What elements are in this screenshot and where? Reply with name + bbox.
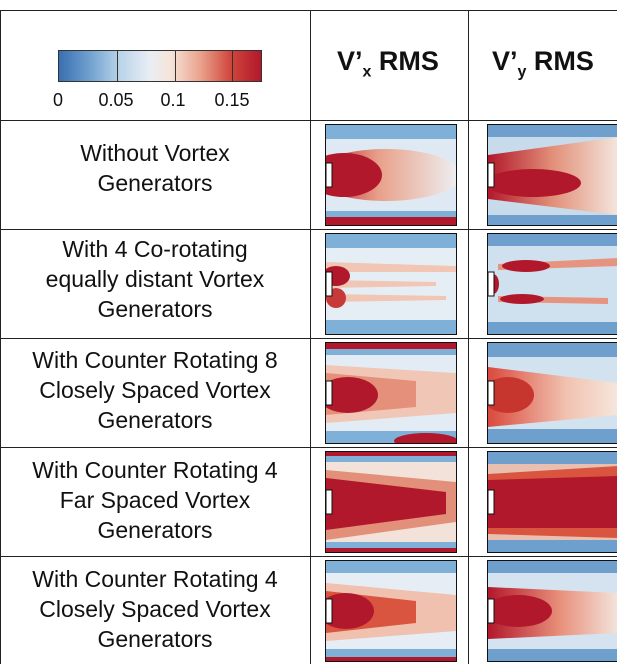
header-suffix: RMS — [526, 46, 594, 76]
colorbar-divider — [232, 51, 233, 81]
column-divider-1 — [310, 10, 311, 664]
row-label-line: Generators — [97, 517, 213, 543]
header-main: V’ — [492, 46, 518, 76]
colorbar-tick-label: 0.05 — [98, 90, 134, 110]
row-label-3: With Counter Rotating 8 Closely Spaced V… — [0, 345, 310, 435]
row-label-line: Generators — [97, 170, 213, 196]
row-label-line: equally distant Vortex — [45, 266, 265, 292]
row-label-line: Closely Spaced Vortex — [39, 596, 271, 622]
row-label-line: Generators — [97, 296, 213, 322]
column-divider-2 — [468, 10, 469, 664]
contour-vy-counter-4-close — [487, 560, 617, 662]
row-label-line: Generators — [97, 407, 213, 433]
row-divider-3 — [0, 338, 617, 339]
row-label-line: Without Vortex — [80, 140, 230, 166]
header-suffix: RMS — [371, 46, 439, 76]
row-divider-2 — [0, 229, 617, 230]
row-divider-4 — [0, 447, 617, 448]
table-border-top — [0, 10, 617, 11]
row-label-2: With 4 Co-rotating equally distant Vorte… — [0, 234, 310, 324]
colorbar-tick-label: 0.1 — [160, 90, 186, 110]
colorbar-divider — [117, 51, 118, 81]
colorbar-tick-label: 0 — [52, 90, 64, 110]
row-label-line: With Counter Rotating 8 — [32, 347, 278, 373]
column-header-vx-rms: V’x RMS — [337, 46, 439, 81]
contour-vx-without-vg — [325, 124, 457, 226]
contour-vx-4-co-rotating — [325, 233, 457, 335]
colorbar — [58, 50, 262, 82]
contour-vy-counter-4-far — [487, 451, 617, 553]
table-border-left — [0, 10, 1, 664]
colorbar-divider — [175, 51, 176, 81]
row-label-line: With 4 Co-rotating — [62, 236, 248, 262]
row-label-line: Far Spaced Vortex — [59, 487, 251, 513]
row-label-5: With Counter Rotating 4 Closely Spaced V… — [0, 564, 310, 654]
colorbar-tick-label: 0.15 — [214, 90, 250, 110]
header-subscript: y — [517, 63, 527, 81]
contour-vx-counter-4-far — [325, 451, 457, 553]
row-label-line: With Counter Rotating 4 — [32, 457, 278, 483]
header-main: V’ — [337, 46, 363, 76]
contour-vy-counter-8-close — [487, 342, 617, 444]
row-divider-1 — [0, 120, 617, 121]
header-subscript: x — [362, 63, 372, 81]
row-label-line: Generators — [97, 626, 213, 652]
row-label-line: Closely Spaced Vortex — [39, 377, 271, 403]
contour-vx-counter-4-close — [325, 560, 457, 662]
column-header-vy-rms: V’y RMS — [492, 46, 594, 81]
row-divider-5 — [0, 556, 617, 557]
contour-vy-4-co-rotating — [487, 233, 617, 335]
row-label-4: With Counter Rotating 4 Far Spaced Vorte… — [0, 455, 310, 545]
row-label-1: Without Vortex Generators — [0, 138, 310, 198]
contour-vx-counter-8-close — [325, 342, 457, 444]
row-label-line: With Counter Rotating 4 — [32, 566, 278, 592]
contour-vy-without-vg — [487, 124, 617, 226]
